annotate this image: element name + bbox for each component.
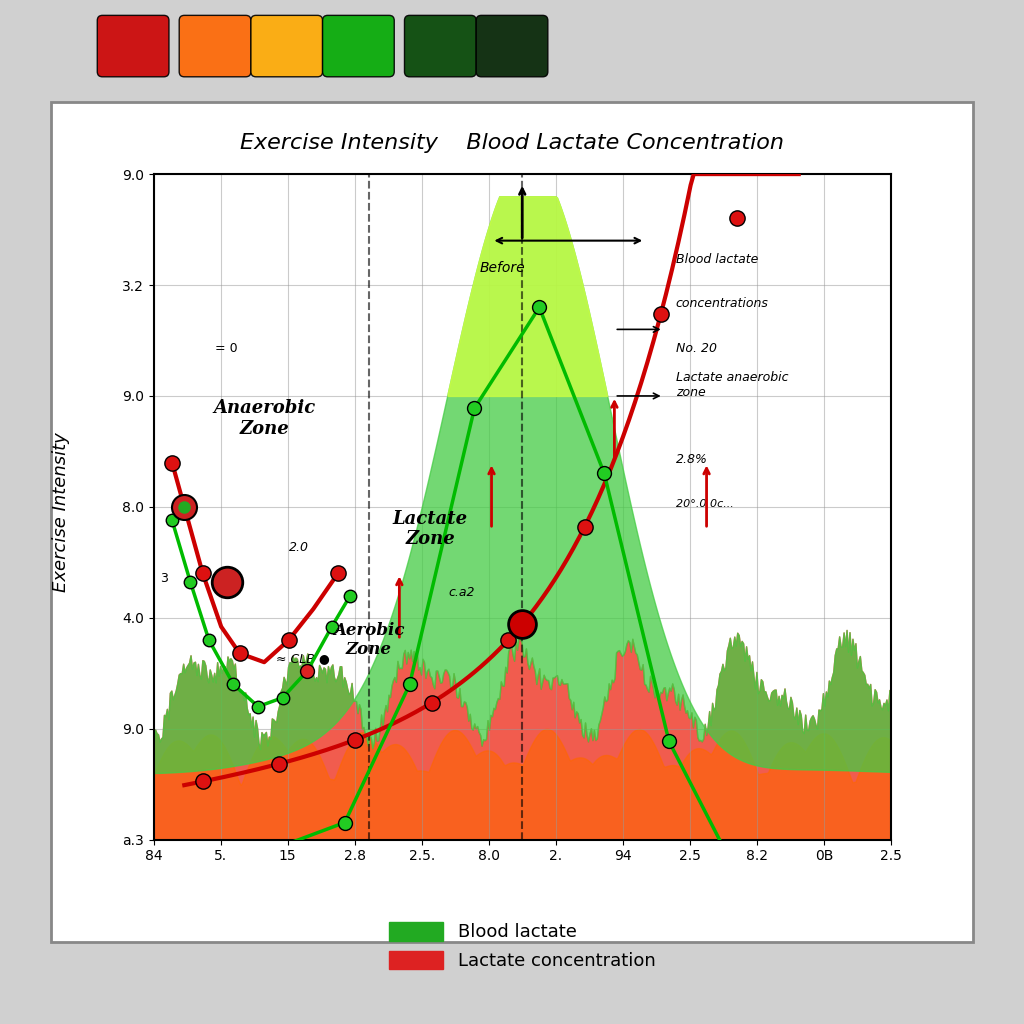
Text: 3: 3: [160, 572, 168, 586]
Text: Before: Before: [479, 261, 525, 274]
Text: Blood lactate: Blood lactate: [676, 253, 758, 266]
Text: Anaerobic
Zone: Anaerobic Zone: [213, 398, 315, 437]
Text: Aerobic
Zone: Aerobic Zone: [333, 622, 404, 658]
Text: 2.0: 2.0: [289, 542, 309, 554]
Text: Exercise Intensity    Blood Lactate Concentration: Exercise Intensity Blood Lactate Concent…: [240, 133, 784, 154]
Text: ≈ CLB ●: ≈ CLB ●: [276, 652, 330, 666]
Text: No. 20: No. 20: [676, 342, 717, 354]
Text: 2.8%: 2.8%: [676, 453, 708, 466]
Text: 20°.0 0c...: 20°.0 0c...: [676, 499, 733, 509]
Text: concentrations: concentrations: [676, 297, 769, 310]
Text: Exercise Intensity: Exercise Intensity: [52, 432, 71, 592]
Text: = 0: = 0: [215, 342, 238, 354]
Text: Lactate anaerobic
zone: Lactate anaerobic zone: [676, 371, 788, 399]
Legend: Blood lactate, Lactate concentration: Blood lactate, Lactate concentration: [382, 914, 663, 977]
Text: c.a2: c.a2: [449, 586, 475, 599]
Text: Lactate
Zone: Lactate Zone: [392, 510, 468, 549]
